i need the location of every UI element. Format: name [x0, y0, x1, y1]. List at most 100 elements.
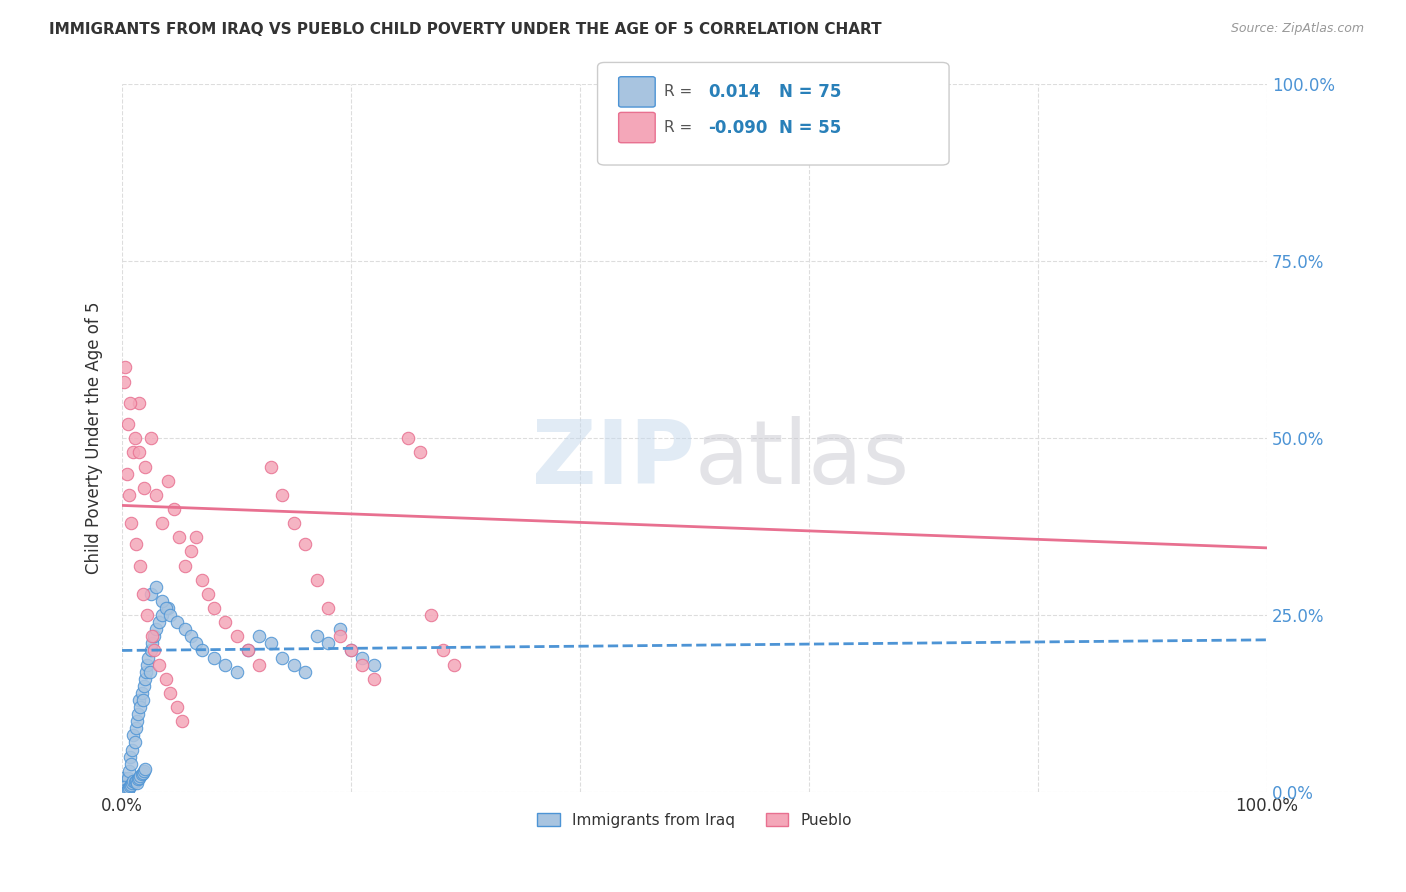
Point [138, 665, 160, 679]
Point [127, 772, 149, 787]
Point [128, 693, 150, 707]
Text: R =: R = [664, 120, 692, 135]
Point [271, 488, 294, 502]
Point [150, 608, 173, 623]
Point [443, 657, 465, 672]
Point [115, 467, 138, 481]
Point [329, 622, 352, 636]
Point [143, 629, 166, 643]
Point [131, 686, 153, 700]
Point [249, 657, 271, 672]
Point [260, 636, 283, 650]
Text: 0.014: 0.014 [709, 83, 761, 101]
Point [120, 778, 142, 792]
Point [316, 601, 339, 615]
Point [141, 629, 163, 643]
Legend: Immigrants from Iraq, Pueblo: Immigrants from Iraq, Pueblo [530, 806, 858, 834]
Point [139, 643, 162, 657]
Point [150, 594, 173, 608]
Point [143, 643, 166, 657]
Point [120, 516, 142, 530]
Point [132, 481, 155, 495]
Point [129, 769, 152, 783]
Point [117, 417, 139, 431]
Point [363, 657, 385, 672]
Point [150, 516, 173, 530]
Point [352, 657, 374, 672]
Point [156, 601, 179, 615]
Point [117, 782, 139, 797]
Point [363, 672, 385, 686]
Point [124, 775, 146, 789]
Point [162, 502, 184, 516]
Point [139, 587, 162, 601]
Point [197, 587, 219, 601]
Point [283, 516, 305, 530]
Point [118, 780, 141, 795]
Point [121, 776, 143, 790]
Point [115, 783, 138, 797]
Point [121, 742, 143, 756]
Point [114, 778, 136, 792]
Point [136, 608, 159, 623]
Point [141, 636, 163, 650]
Point [340, 643, 363, 657]
Point [112, 375, 135, 389]
Point [432, 643, 454, 657]
Point [132, 679, 155, 693]
Point [128, 445, 150, 459]
Point [122, 728, 145, 742]
Point [155, 672, 177, 686]
Point [134, 762, 156, 776]
Text: R =: R = [664, 85, 692, 99]
Point [316, 636, 339, 650]
Point [131, 587, 153, 601]
Point [202, 601, 225, 615]
Point [125, 714, 148, 729]
Point [136, 657, 159, 672]
Point [170, 714, 193, 729]
Point [114, 782, 136, 797]
Point [118, 764, 141, 778]
Point [166, 700, 188, 714]
Point [249, 629, 271, 643]
Point [145, 488, 167, 502]
Point [112, 781, 135, 796]
Point [145, 622, 167, 636]
Point [329, 629, 352, 643]
Point [129, 558, 152, 573]
Text: ZIP: ZIP [531, 416, 695, 503]
Point [134, 459, 156, 474]
Point [117, 771, 139, 785]
Point [114, 360, 136, 375]
Point [166, 615, 188, 629]
Point [352, 650, 374, 665]
Point [191, 643, 214, 657]
Point [125, 773, 148, 788]
Point [159, 608, 181, 623]
Point [191, 573, 214, 587]
Point [180, 544, 202, 558]
Point [120, 396, 142, 410]
Point [305, 573, 328, 587]
Point [128, 771, 150, 785]
Point [145, 580, 167, 594]
Point [125, 721, 148, 735]
Point [128, 396, 150, 410]
Point [420, 608, 443, 623]
Point [260, 459, 283, 474]
Point [131, 693, 153, 707]
Point [135, 665, 157, 679]
Point [124, 431, 146, 445]
Point [340, 643, 363, 657]
Point [122, 445, 145, 459]
Point [174, 558, 197, 573]
Point [214, 615, 236, 629]
Point [138, 650, 160, 665]
Point [132, 764, 155, 778]
Point [156, 474, 179, 488]
Y-axis label: Child Poverty Under the Age of 5: Child Poverty Under the Age of 5 [86, 302, 103, 574]
Point [271, 650, 294, 665]
Point [186, 636, 208, 650]
Point [131, 767, 153, 781]
